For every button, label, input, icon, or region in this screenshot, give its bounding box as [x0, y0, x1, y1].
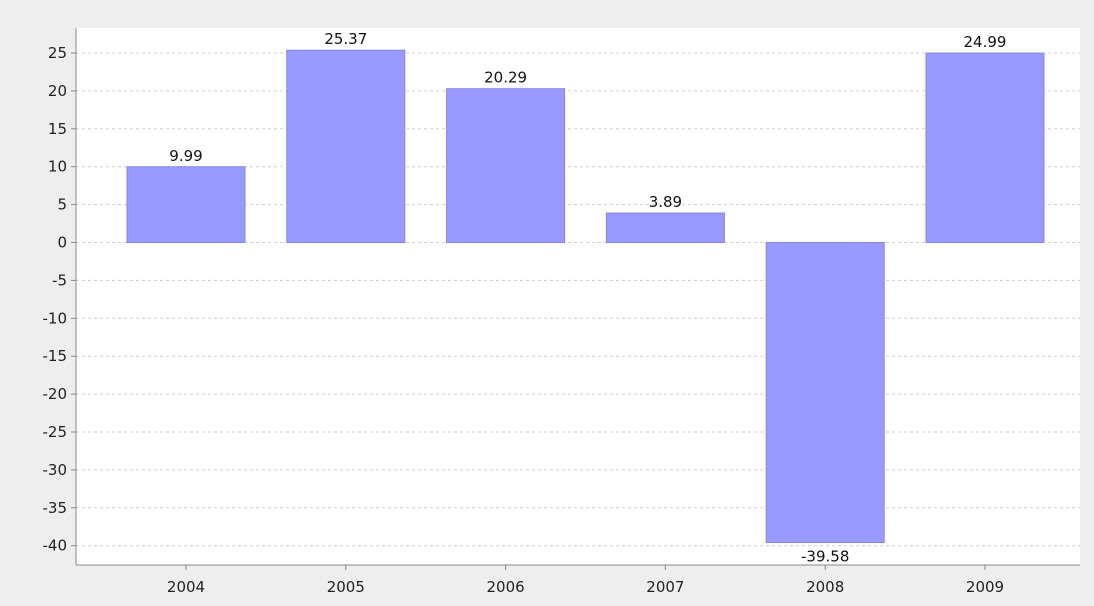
bar-2006: [446, 88, 566, 243]
x-tick-label-2006: 2006: [487, 578, 525, 596]
y-tick-label: -40: [43, 537, 68, 555]
data-label-2004: 9.99: [169, 147, 202, 165]
data-label-2007: 3.89: [649, 193, 682, 211]
bar-2009: [925, 52, 1045, 243]
x-tick-label-2007: 2007: [646, 578, 684, 596]
bar-2004: [126, 166, 246, 243]
y-axis-ticks: 25 20 15 10 5 0 -5 -10 -15 -20 -25 -30 -35 -40: [43, 44, 76, 555]
bar-2007: [605, 212, 725, 243]
x-axis-ticks: 2004 2005 2006 2007 2008 2009: [167, 565, 1004, 596]
y-tick-label: -20: [43, 385, 68, 403]
x-tick-label-2004: 2004: [167, 578, 205, 596]
y-tick-label: -35: [43, 499, 68, 517]
y-tick-label: 10: [48, 158, 67, 176]
x-tick-label-2009: 2009: [966, 578, 1004, 596]
y-tick-label: 20: [48, 82, 67, 100]
y-tick-label: -15: [43, 347, 68, 365]
data-label-2005: 25.37: [324, 30, 367, 48]
data-label-2006: 20.29: [484, 69, 527, 87]
y-tick-label: 25: [48, 44, 67, 62]
bar-2008: [765, 242, 885, 544]
y-tick-label: 0: [57, 234, 67, 252]
data-label-2009: 24.99: [964, 33, 1007, 51]
y-tick-label: 15: [48, 120, 67, 138]
x-tick-label-2005: 2005: [327, 578, 365, 596]
data-label-2008: -39.58: [801, 548, 849, 566]
y-tick-label: -10: [43, 309, 68, 327]
bars: [126, 49, 1045, 544]
gridlines: [76, 52, 1080, 547]
data-labels: 9.99 25.37 20.29 3.89 -39.58 24.99: [169, 30, 1006, 565]
x-tick-label-2008: 2008: [806, 578, 844, 596]
y-tick-label: -5: [52, 271, 67, 289]
y-tick-label: -30: [43, 461, 68, 479]
plot-background: [76, 28, 1080, 565]
y-tick-label: -25: [43, 423, 68, 441]
y-tick-label: 5: [57, 196, 67, 214]
bar-2005: [286, 49, 406, 243]
